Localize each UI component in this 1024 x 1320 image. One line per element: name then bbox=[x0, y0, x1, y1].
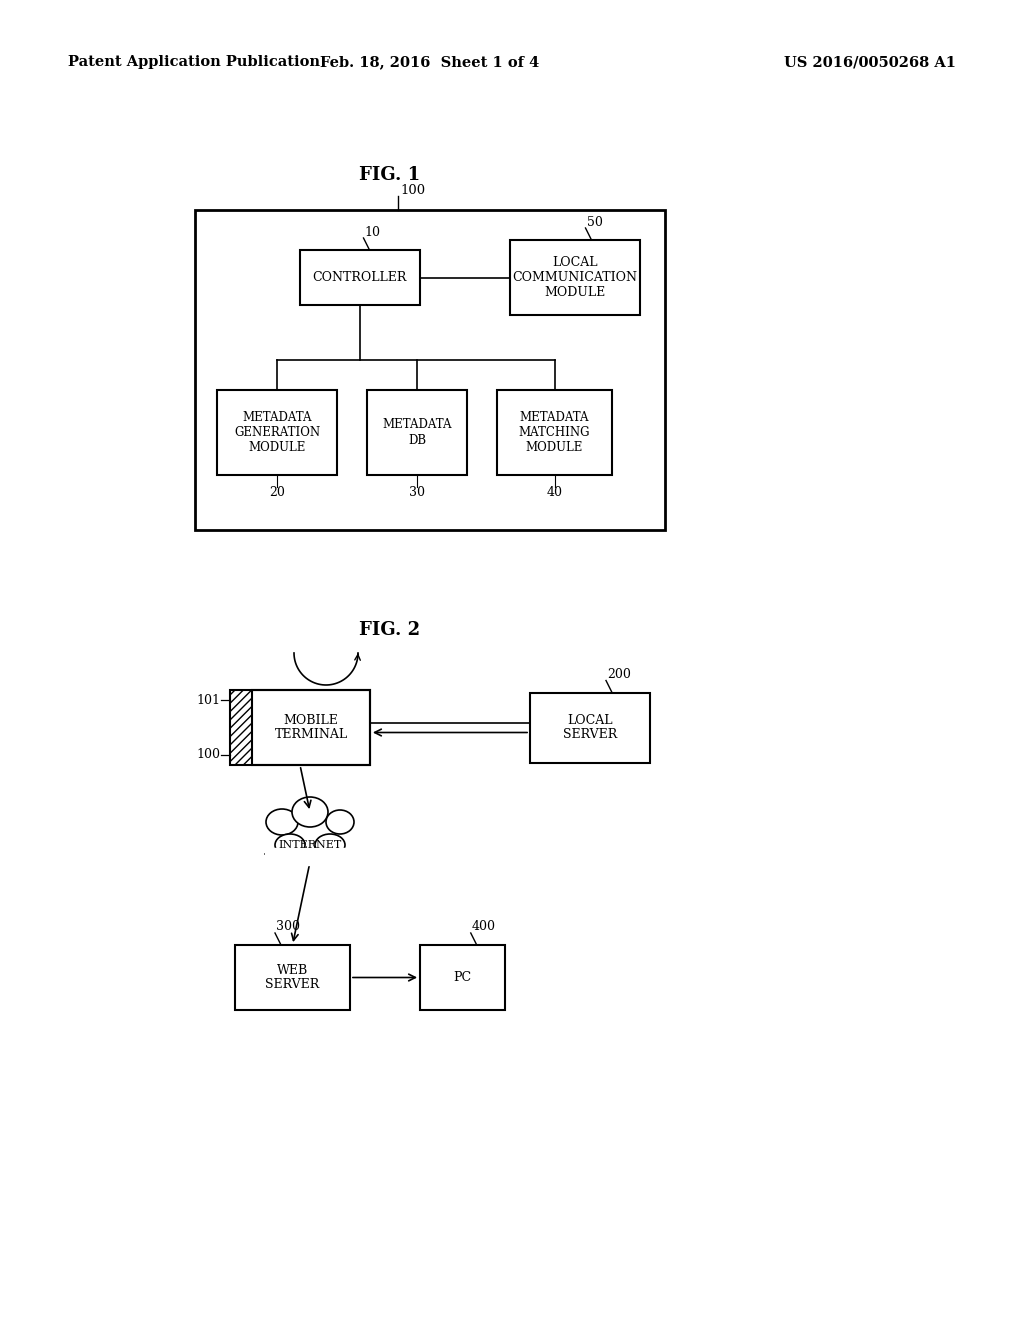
Text: METADATA
MATCHING
MODULE: METADATA MATCHING MODULE bbox=[519, 411, 590, 454]
Ellipse shape bbox=[326, 810, 354, 834]
Ellipse shape bbox=[266, 809, 298, 836]
FancyBboxPatch shape bbox=[367, 389, 467, 475]
Text: METADATA
DB: METADATA DB bbox=[382, 418, 452, 446]
Text: LOCAL
SERVER: LOCAL SERVER bbox=[563, 714, 617, 742]
FancyBboxPatch shape bbox=[234, 945, 350, 1010]
FancyBboxPatch shape bbox=[299, 249, 420, 305]
Text: FIG. 2: FIG. 2 bbox=[359, 620, 421, 639]
FancyBboxPatch shape bbox=[510, 240, 640, 315]
FancyBboxPatch shape bbox=[217, 389, 337, 475]
Ellipse shape bbox=[315, 834, 345, 855]
Text: 50: 50 bbox=[587, 215, 602, 228]
Text: 20: 20 bbox=[269, 487, 285, 499]
Text: 40: 40 bbox=[547, 487, 562, 499]
Text: 100: 100 bbox=[196, 748, 220, 762]
Text: LOCAL
COMMUNICATION
MODULE: LOCAL COMMUNICATION MODULE bbox=[512, 256, 638, 300]
Text: PC: PC bbox=[454, 972, 472, 983]
FancyBboxPatch shape bbox=[230, 690, 252, 766]
Text: Feb. 18, 2016  Sheet 1 of 4: Feb. 18, 2016 Sheet 1 of 4 bbox=[321, 55, 540, 69]
FancyBboxPatch shape bbox=[252, 690, 370, 766]
Text: 200: 200 bbox=[607, 668, 631, 681]
Text: FIG. 1: FIG. 1 bbox=[359, 166, 421, 183]
Text: 300: 300 bbox=[276, 920, 300, 933]
Text: CONTROLLER: CONTROLLER bbox=[312, 271, 407, 284]
Polygon shape bbox=[265, 847, 355, 865]
FancyBboxPatch shape bbox=[195, 210, 665, 531]
FancyBboxPatch shape bbox=[420, 945, 505, 1010]
Text: US 2016/0050268 A1: US 2016/0050268 A1 bbox=[784, 55, 956, 69]
Text: 101: 101 bbox=[196, 693, 220, 706]
Ellipse shape bbox=[292, 797, 328, 828]
Text: Patent Application Publication: Patent Application Publication bbox=[68, 55, 319, 69]
Ellipse shape bbox=[275, 834, 305, 855]
Text: WEB
SERVER: WEB SERVER bbox=[265, 964, 319, 991]
FancyBboxPatch shape bbox=[530, 693, 650, 763]
Text: 400: 400 bbox=[472, 920, 496, 933]
Text: INTERNET: INTERNET bbox=[279, 840, 342, 850]
FancyBboxPatch shape bbox=[497, 389, 612, 475]
Text: 10: 10 bbox=[365, 226, 381, 239]
Text: 30: 30 bbox=[409, 487, 425, 499]
Text: 100: 100 bbox=[400, 183, 426, 197]
Text: MOBILE
TERMINAL: MOBILE TERMINAL bbox=[274, 714, 347, 742]
Polygon shape bbox=[260, 810, 360, 858]
Text: METADATA
GENERATION
MODULE: METADATA GENERATION MODULE bbox=[233, 411, 321, 454]
